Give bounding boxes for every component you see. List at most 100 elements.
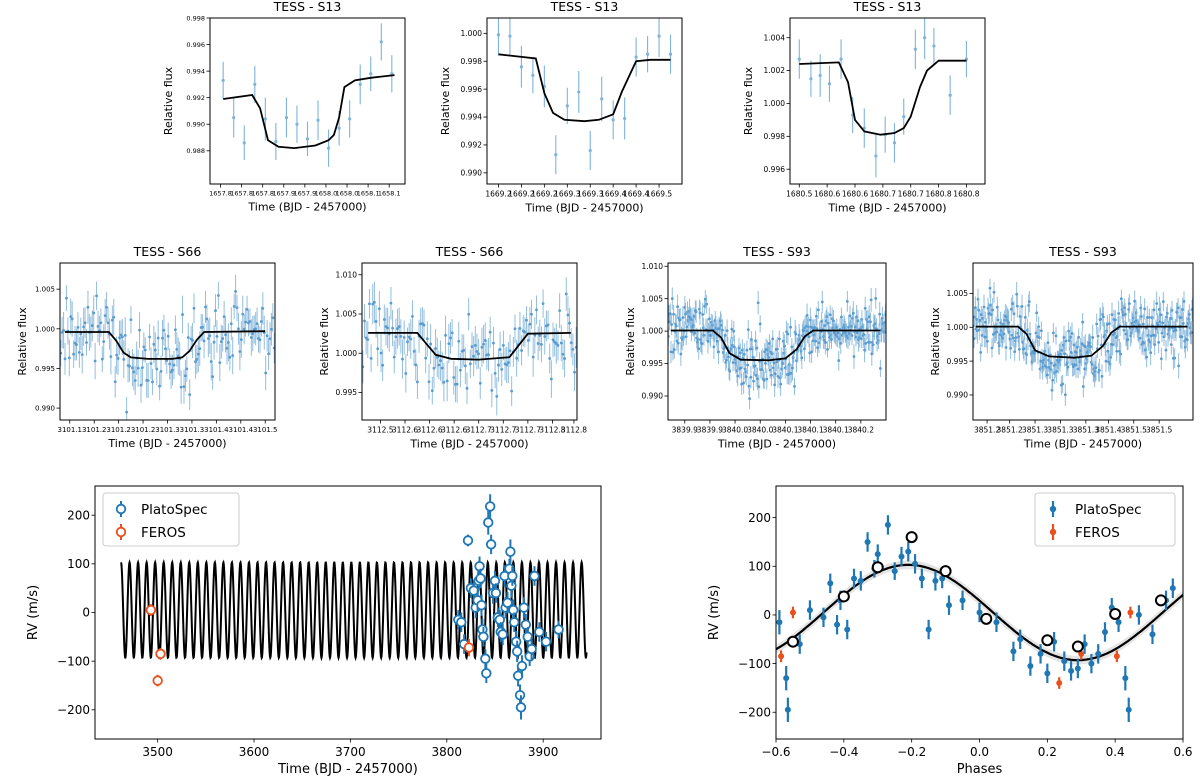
data-point xyxy=(118,336,121,340)
data-point xyxy=(588,148,592,153)
model-line xyxy=(670,329,881,362)
x-axis-label: Time (BJD - 2457000) xyxy=(827,202,946,215)
x-axis-label: Time (BJD - 2457000) xyxy=(107,437,226,450)
data-point xyxy=(681,316,685,320)
data-point xyxy=(574,345,577,349)
data-point xyxy=(923,36,927,40)
data-point xyxy=(1049,361,1053,365)
data-point xyxy=(675,339,679,343)
data-point xyxy=(100,357,104,361)
data-point xyxy=(1115,349,1119,353)
data-point xyxy=(820,300,824,304)
data-point xyxy=(805,313,809,317)
x-tick-label: 3851.3 xyxy=(1022,426,1048,435)
data-point xyxy=(484,501,496,512)
data-point xyxy=(136,366,140,370)
data-point xyxy=(1037,336,1041,339)
data-point xyxy=(531,355,535,359)
binned-point xyxy=(1071,640,1084,653)
data-point xyxy=(530,312,533,316)
plot-area xyxy=(973,278,1193,406)
data-point xyxy=(698,311,702,315)
axes-frame xyxy=(361,262,578,421)
data-point xyxy=(848,314,852,318)
data-point xyxy=(475,573,486,584)
data-point xyxy=(767,356,771,359)
data-point xyxy=(569,341,573,345)
data-point xyxy=(424,356,428,360)
data-point xyxy=(1157,308,1161,311)
data-point xyxy=(143,348,147,352)
data-point xyxy=(106,321,110,325)
x-tick-label: 3840.0 xyxy=(722,426,748,435)
data-point xyxy=(1180,335,1184,339)
data-point xyxy=(483,517,494,528)
data-point xyxy=(475,350,479,353)
x-tick-label: 0.6 xyxy=(1173,745,1192,759)
data-point xyxy=(225,346,229,350)
data-point xyxy=(1072,343,1076,347)
data-point xyxy=(511,646,523,657)
data-point xyxy=(382,318,386,321)
y-tick-label: −100 xyxy=(738,657,771,671)
data-point xyxy=(892,141,897,145)
panel-2: TESS - S131669.21669.21669.21669.31669.3… xyxy=(439,0,683,215)
data-point xyxy=(212,340,216,344)
data-point xyxy=(789,325,792,329)
y-axis-label: Relative flux xyxy=(162,66,175,135)
data-point xyxy=(77,351,81,354)
data-point xyxy=(1161,300,1165,304)
data-point xyxy=(208,334,212,338)
x-tick-label: 3851.5 xyxy=(1121,426,1147,435)
data-point xyxy=(505,363,509,367)
data-point xyxy=(462,535,474,546)
y-axis-label: Relative flux xyxy=(16,307,29,376)
data-point xyxy=(472,354,476,358)
binned-point xyxy=(980,612,993,625)
data-point xyxy=(902,115,906,119)
data-point xyxy=(982,305,986,309)
x-tick-label: 1669.2 xyxy=(485,190,511,199)
data-point xyxy=(374,320,378,323)
x-tick-label: 1669.2 xyxy=(508,190,534,199)
data-point xyxy=(700,342,704,346)
x-tick-label: 0.4 xyxy=(1106,745,1125,759)
data-point xyxy=(406,340,409,344)
data-point xyxy=(779,382,783,386)
x-tick-label: 1669.3 xyxy=(554,190,580,199)
data-point xyxy=(1043,349,1047,353)
data-point xyxy=(168,362,172,366)
data-point xyxy=(245,308,249,311)
x-axis-label: Time (BJD - 2457000) xyxy=(524,202,643,215)
panel-title: TESS - S66 xyxy=(133,244,202,259)
x-tick-label: 1669.3 xyxy=(577,190,603,199)
y-tick-label: 1.000 xyxy=(642,327,664,336)
data-point xyxy=(1157,341,1161,344)
data-point xyxy=(1034,331,1038,335)
data-point xyxy=(573,370,576,374)
data-point xyxy=(672,348,676,351)
model-line xyxy=(975,325,1188,359)
data-point xyxy=(755,346,759,350)
data-point xyxy=(462,349,466,352)
data-point xyxy=(1061,658,1068,665)
data-point xyxy=(773,372,777,376)
data-point xyxy=(159,369,163,373)
axes-frame xyxy=(209,17,406,185)
y-axis-label: Relative flux xyxy=(439,66,452,135)
data-point xyxy=(1144,326,1148,330)
data-point xyxy=(765,377,769,381)
data-point xyxy=(853,325,857,329)
data-point xyxy=(725,358,728,362)
data-point xyxy=(508,34,512,38)
data-point xyxy=(305,137,310,141)
model-line xyxy=(368,332,571,361)
data-point xyxy=(752,379,755,383)
data-point xyxy=(465,386,469,390)
panel-title: TESS - S93 xyxy=(742,244,811,259)
model-line xyxy=(799,59,967,136)
data-point xyxy=(1109,355,1113,359)
data-point xyxy=(806,607,813,614)
y-tick-label: 0.996 xyxy=(186,41,205,49)
